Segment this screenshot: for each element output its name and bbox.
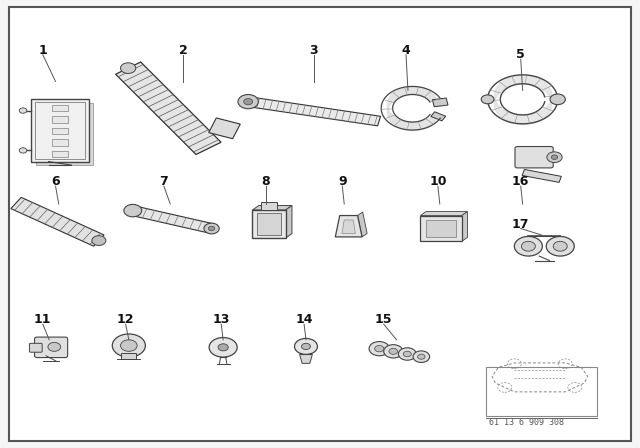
Circle shape <box>417 354 425 359</box>
Circle shape <box>19 148 27 153</box>
Text: 12: 12 <box>117 313 134 326</box>
Text: 1: 1 <box>38 44 47 57</box>
Circle shape <box>389 349 397 354</box>
Text: 8: 8 <box>262 175 270 188</box>
Circle shape <box>515 237 542 256</box>
Circle shape <box>238 95 259 109</box>
Circle shape <box>553 241 567 251</box>
FancyBboxPatch shape <box>52 116 68 123</box>
Circle shape <box>92 236 106 246</box>
Polygon shape <box>116 62 221 155</box>
FancyBboxPatch shape <box>52 105 68 111</box>
Circle shape <box>19 108 27 113</box>
Circle shape <box>547 152 562 163</box>
Circle shape <box>481 95 494 104</box>
FancyBboxPatch shape <box>426 220 456 237</box>
Text: 14: 14 <box>295 313 313 326</box>
FancyBboxPatch shape <box>35 337 68 358</box>
Polygon shape <box>300 354 312 363</box>
Circle shape <box>120 340 137 351</box>
Text: 13: 13 <box>212 313 230 326</box>
Text: 9: 9 <box>338 175 347 188</box>
Circle shape <box>403 351 412 357</box>
Text: 7: 7 <box>159 175 168 188</box>
Text: 61 13 6 909 308: 61 13 6 909 308 <box>489 418 564 426</box>
Circle shape <box>209 226 215 231</box>
FancyBboxPatch shape <box>52 128 68 134</box>
Circle shape <box>413 351 429 362</box>
Text: 4: 4 <box>402 44 410 57</box>
FancyBboxPatch shape <box>252 210 285 238</box>
Polygon shape <box>247 97 381 126</box>
Text: 6: 6 <box>51 175 60 188</box>
FancyBboxPatch shape <box>261 202 276 210</box>
Text: 16: 16 <box>512 175 529 188</box>
Polygon shape <box>209 118 240 139</box>
Polygon shape <box>131 206 214 233</box>
Text: 10: 10 <box>429 175 447 188</box>
Polygon shape <box>522 169 561 182</box>
Polygon shape <box>462 211 467 241</box>
FancyBboxPatch shape <box>121 353 136 359</box>
FancyBboxPatch shape <box>29 343 42 352</box>
Polygon shape <box>358 212 367 237</box>
FancyBboxPatch shape <box>257 213 281 235</box>
Circle shape <box>369 341 390 356</box>
FancyBboxPatch shape <box>31 99 89 162</box>
FancyBboxPatch shape <box>36 103 93 165</box>
Circle shape <box>551 155 557 159</box>
FancyBboxPatch shape <box>420 215 462 241</box>
FancyBboxPatch shape <box>9 7 631 441</box>
Polygon shape <box>431 112 445 121</box>
Circle shape <box>374 345 384 352</box>
Circle shape <box>384 345 403 358</box>
Text: 3: 3 <box>309 44 318 57</box>
FancyBboxPatch shape <box>52 151 68 157</box>
Circle shape <box>48 342 61 351</box>
Polygon shape <box>252 206 292 210</box>
Circle shape <box>204 223 220 234</box>
Text: 11: 11 <box>34 313 52 326</box>
Polygon shape <box>335 215 362 237</box>
Circle shape <box>209 337 237 357</box>
Circle shape <box>112 334 145 357</box>
Polygon shape <box>285 206 292 238</box>
Polygon shape <box>420 211 467 215</box>
Circle shape <box>522 241 536 251</box>
Text: 5: 5 <box>516 48 525 61</box>
Circle shape <box>301 343 310 349</box>
Circle shape <box>124 204 141 217</box>
Polygon shape <box>11 198 104 246</box>
Text: 17: 17 <box>512 217 529 231</box>
FancyBboxPatch shape <box>515 146 553 168</box>
Circle shape <box>294 338 317 354</box>
Circle shape <box>546 237 574 256</box>
FancyBboxPatch shape <box>52 139 68 146</box>
Circle shape <box>120 63 136 73</box>
Text: 15: 15 <box>375 313 392 326</box>
Circle shape <box>550 94 565 105</box>
Circle shape <box>218 344 228 351</box>
Circle shape <box>244 99 253 105</box>
Circle shape <box>398 348 416 360</box>
Text: 2: 2 <box>179 44 188 57</box>
Polygon shape <box>433 98 448 107</box>
Polygon shape <box>342 220 355 233</box>
